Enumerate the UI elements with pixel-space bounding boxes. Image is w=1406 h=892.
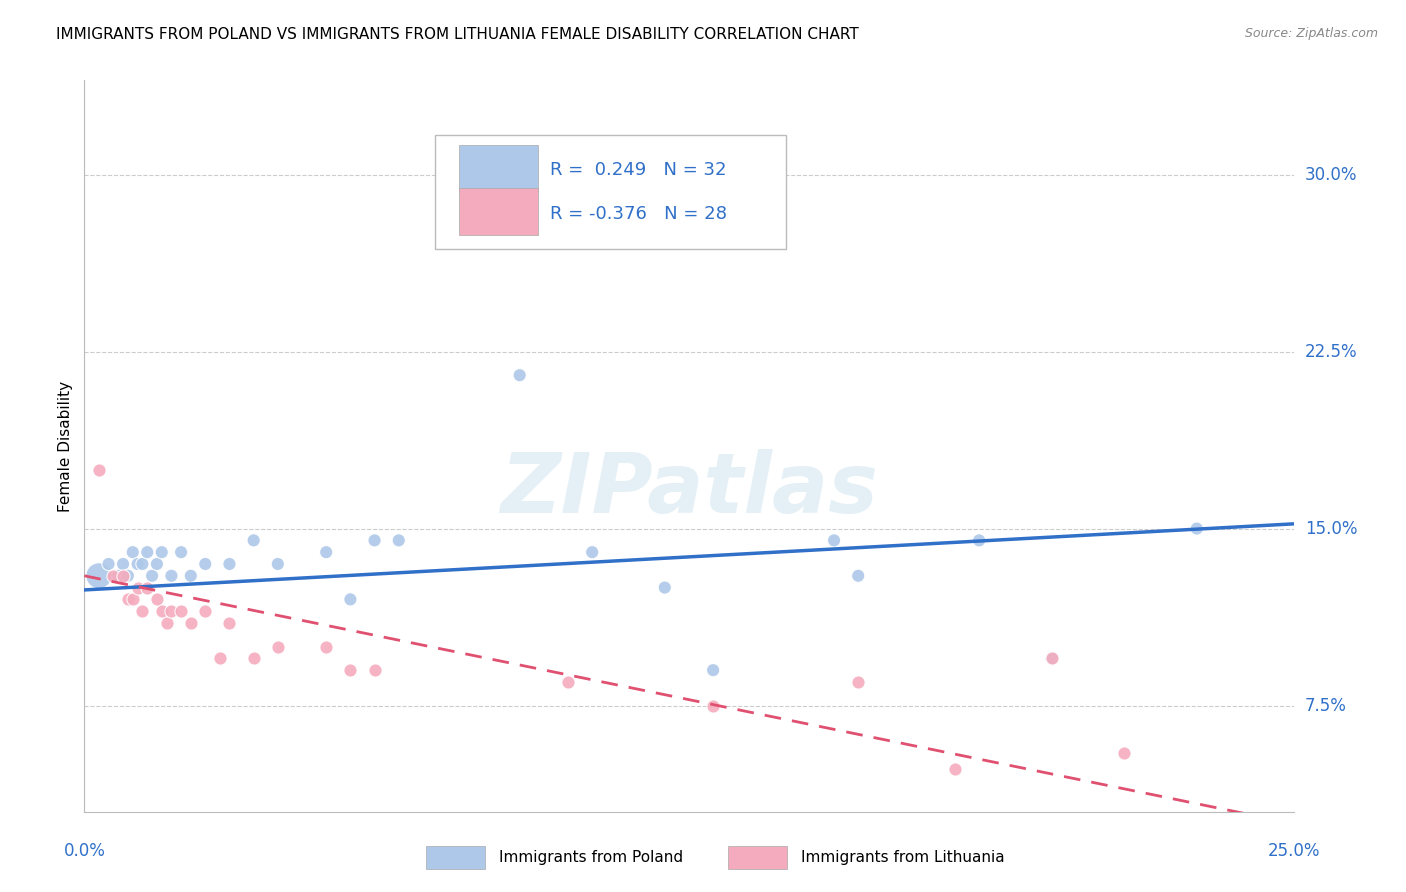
Point — [823, 533, 845, 548]
Point — [112, 568, 135, 582]
Text: R = -0.376   N = 28: R = -0.376 N = 28 — [550, 204, 727, 222]
Point — [136, 581, 159, 595]
Point — [1185, 522, 1208, 536]
Point — [702, 663, 724, 677]
Point — [117, 592, 139, 607]
Text: 22.5%: 22.5% — [1305, 343, 1357, 360]
Point — [141, 568, 163, 582]
FancyBboxPatch shape — [460, 188, 538, 235]
Point — [363, 533, 385, 548]
Point — [160, 568, 183, 582]
Text: ZIPatlas: ZIPatlas — [501, 450, 877, 531]
Point — [150, 545, 173, 559]
Point — [1040, 651, 1063, 665]
Point — [1114, 746, 1136, 760]
Text: Source: ZipAtlas.com: Source: ZipAtlas.com — [1244, 27, 1378, 40]
Point — [146, 592, 169, 607]
Point — [127, 581, 149, 595]
Text: 25.0%: 25.0% — [1267, 842, 1320, 860]
Text: Immigrants from Lithuania: Immigrants from Lithuania — [801, 850, 1005, 864]
Point — [180, 568, 202, 582]
Point — [315, 545, 337, 559]
Point — [267, 640, 290, 654]
Text: 0.0%: 0.0% — [63, 842, 105, 860]
Point — [218, 557, 240, 571]
Point — [87, 462, 110, 476]
Point — [160, 604, 183, 618]
Point — [121, 592, 143, 607]
Point — [242, 533, 264, 548]
Point — [967, 533, 990, 548]
Point — [846, 568, 869, 582]
Point — [654, 581, 676, 595]
Point — [131, 557, 153, 571]
Point — [581, 545, 603, 559]
Point — [315, 640, 337, 654]
Point — [702, 698, 724, 713]
FancyBboxPatch shape — [434, 135, 786, 249]
Point — [509, 368, 531, 383]
Point — [208, 651, 231, 665]
Point — [388, 533, 411, 548]
Y-axis label: Female Disability: Female Disability — [58, 380, 73, 512]
Point — [557, 675, 579, 690]
Point — [150, 604, 173, 618]
Point — [136, 545, 159, 559]
Point — [107, 568, 129, 582]
Point — [194, 557, 217, 571]
Point — [155, 615, 177, 630]
Point — [846, 675, 869, 690]
Point — [194, 604, 217, 618]
Point — [112, 557, 135, 571]
Point — [103, 568, 125, 582]
Point — [267, 557, 290, 571]
Point — [363, 663, 385, 677]
Point — [121, 545, 143, 559]
Text: 7.5%: 7.5% — [1305, 697, 1347, 714]
Text: IMMIGRANTS FROM POLAND VS IMMIGRANTS FROM LITHUANIA FEMALE DISABILITY CORRELATIO: IMMIGRANTS FROM POLAND VS IMMIGRANTS FRO… — [56, 27, 859, 42]
Point — [1040, 651, 1063, 665]
Point — [117, 568, 139, 582]
Point — [180, 615, 202, 630]
Text: 30.0%: 30.0% — [1305, 166, 1357, 184]
Point — [339, 663, 361, 677]
Point — [218, 615, 240, 630]
Text: 15.0%: 15.0% — [1305, 519, 1357, 538]
Point — [339, 592, 361, 607]
Text: R =  0.249   N = 32: R = 0.249 N = 32 — [550, 161, 727, 179]
Point — [131, 604, 153, 618]
Point — [242, 651, 264, 665]
Point — [170, 545, 193, 559]
Point — [87, 568, 110, 582]
Point — [127, 557, 149, 571]
FancyBboxPatch shape — [460, 145, 538, 192]
Point — [943, 762, 966, 776]
Point — [146, 557, 169, 571]
Point — [97, 557, 120, 571]
Point — [170, 604, 193, 618]
Text: Immigrants from Poland: Immigrants from Poland — [499, 850, 683, 864]
